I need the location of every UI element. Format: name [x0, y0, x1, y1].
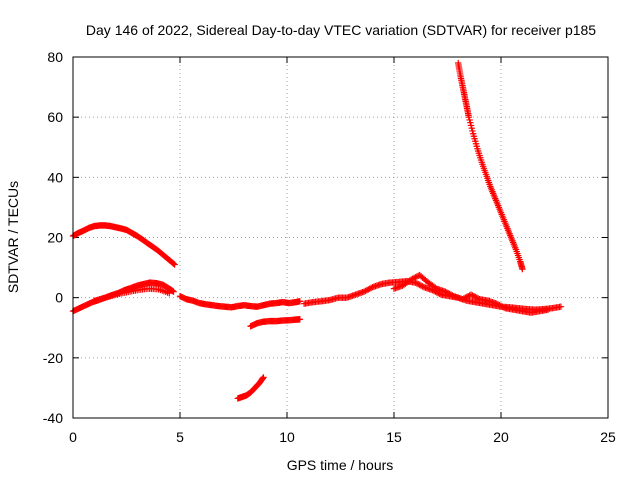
data-point — [432, 284, 439, 291]
data-point — [463, 293, 470, 301]
data-point — [460, 295, 468, 302]
data-point — [362, 287, 369, 295]
series — [69, 222, 178, 268]
data-point — [445, 289, 452, 297]
y-axis-label: SDTVAR / TECUs — [5, 181, 21, 293]
series — [234, 374, 267, 402]
y-tick-label: 0 — [55, 290, 63, 306]
grid — [73, 57, 608, 418]
data-point — [474, 295, 482, 302]
data-point — [464, 292, 472, 300]
data-point — [366, 285, 373, 292]
data-point — [170, 260, 177, 268]
tick-labels: 0 5 10 15 20 25 -40 -20 0 20 40 60 80 — [43, 49, 616, 445]
y-tick-label: 40 — [47, 169, 63, 185]
data-point — [462, 294, 469, 301]
data-point — [417, 282, 425, 289]
data-point — [446, 290, 453, 298]
data-point — [466, 116, 473, 124]
data-point — [467, 119, 474, 126]
data-point — [459, 295, 466, 303]
data-point — [496, 301, 503, 309]
data-point — [365, 286, 372, 293]
x-axis-label: GPS time / hours — [287, 457, 394, 473]
series — [69, 279, 177, 315]
data-point — [519, 265, 526, 273]
data-point — [419, 283, 426, 290]
data-point — [360, 288, 368, 295]
data-point — [259, 375, 266, 382]
x-tick-label: 0 — [69, 429, 77, 445]
series — [247, 316, 304, 330]
series — [455, 59, 526, 273]
x-tick-label: 15 — [386, 429, 402, 445]
y-tick-label: -20 — [43, 350, 63, 366]
data-points — [69, 59, 565, 402]
data-point — [412, 274, 419, 281]
data-point — [500, 304, 508, 311]
data-point — [413, 280, 421, 287]
data-point — [409, 275, 416, 283]
data-point — [407, 276, 415, 283]
data-point — [296, 298, 304, 305]
data-point — [557, 303, 565, 310]
data-point — [449, 292, 456, 299]
data-point — [468, 124, 475, 132]
data-point — [473, 294, 480, 301]
data-point — [467, 291, 475, 298]
y-tick-label: -40 — [43, 410, 63, 426]
data-point — [465, 113, 473, 121]
series — [91, 285, 173, 304]
data-point — [469, 127, 476, 135]
y-tick-label: 60 — [47, 109, 63, 125]
x-tick-label: 20 — [493, 429, 509, 445]
y-tick-label: 80 — [47, 49, 63, 65]
data-point — [469, 292, 476, 299]
x-tick-label: 5 — [176, 429, 184, 445]
data-point — [171, 261, 178, 268]
data-point — [415, 280, 422, 288]
data-point — [447, 291, 455, 298]
y-tick-label: 20 — [47, 230, 63, 246]
chart-title: Day 146 of 2022, Sidereal Day-to-day VTE… — [86, 22, 596, 38]
data-point — [493, 300, 500, 307]
plot-frame — [72, 56, 609, 419]
data-point — [442, 288, 449, 295]
x-tick-label: 10 — [279, 429, 295, 445]
x-tick-label: 25 — [600, 429, 616, 445]
data-point — [410, 274, 418, 282]
data-point — [544, 306, 552, 313]
data-point — [363, 286, 371, 294]
series — [176, 292, 304, 311]
series — [390, 271, 552, 316]
data-point — [296, 316, 304, 323]
data-point — [443, 289, 450, 296]
data-point — [416, 281, 423, 289]
data-point — [499, 303, 506, 310]
data-point — [494, 301, 502, 308]
data-point — [472, 293, 479, 301]
data-point — [470, 292, 478, 300]
data-point — [467, 122, 475, 129]
data-point — [260, 374, 267, 381]
data-point — [166, 289, 173, 297]
data-point — [497, 302, 505, 310]
data-point — [367, 284, 375, 292]
data-point — [170, 288, 177, 295]
